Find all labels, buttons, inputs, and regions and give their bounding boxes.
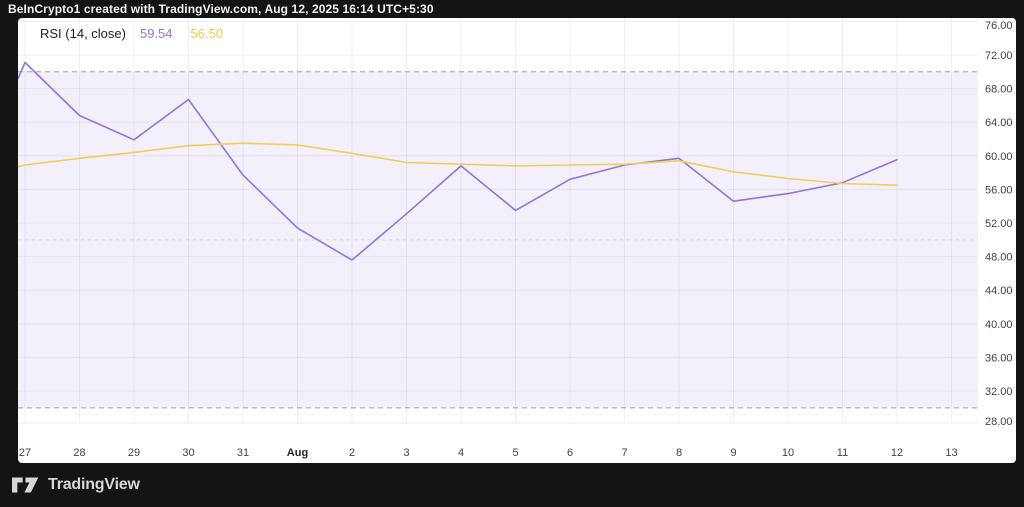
header-bar: BeInCrypto1 created with TradingView.com… [0,0,1024,18]
y-axis-label: 56.00 [985,184,1013,196]
tradingview-logo-text: TradingView [48,476,140,493]
y-axis-label: 68.00 [985,84,1013,96]
x-axis-label: 6 [567,447,573,459]
x-axis-label: 11 [837,447,848,459]
y-axis-label: 40.00 [985,319,1013,331]
price-axis[interactable] [978,18,1016,463]
rsi-ma-value: 56.50 [190,25,224,41]
y-axis-label: 48.00 [985,252,1013,264]
x-axis-label: 4 [458,447,464,459]
y-axis-label: 64.00 [985,117,1013,129]
rsi-line [18,61,898,261]
indicator-legend[interactable]: RSI (14, close) 59.54 56.50 [40,24,223,42]
y-axis-label: 28.00 [985,416,1013,428]
y-axis-label: 72.00 [985,50,1013,62]
tradingview-logo-icon [12,477,39,493]
x-axis-label: 7 [621,447,627,459]
x-axis-label: 5 [512,447,518,459]
rsi-chart[interactable]: 76.00 72.00 68.00 64.00 60.00 56.00 52.00 48.00… [18,18,1016,463]
y-axis-label: 52.00 [985,218,1013,230]
x-axis-label: 31 [237,447,249,459]
x-axis-label: Aug [287,447,308,459]
rsi-ma-line [18,142,898,186]
y-axis-label: 44.00 [985,285,1013,297]
header-title: BeInCrypto1 created with TradingView.com… [8,2,434,16]
x-axis-label: 2 [349,447,355,459]
x-axis-label: 10 [782,447,794,459]
time-axis[interactable] [18,423,978,463]
x-axis-label: 29 [128,447,140,459]
x-axis-label: 30 [182,447,194,459]
x-axis-label: 13 [945,447,957,459]
footer-bar: TradingView [0,463,1024,507]
indicator-label[interactable]: RSI (14, close) [40,25,126,41]
x-axis-label: 8 [676,447,682,459]
x-axis-label: 12 [891,447,903,459]
chart-panel[interactable]: 76.00 72.00 68.00 64.00 60.00 56.00 52.00 48.00… [18,18,1016,463]
y-axis-label: 36.00 [985,352,1013,364]
tradingview-logo[interactable]: TradingView [12,476,140,494]
y-axis-label: 76.00 [985,20,1013,32]
y-axis-label: 60.00 [985,151,1013,163]
x-axis-label: 9 [730,447,736,459]
x-axis-label: 3 [403,447,409,459]
x-axis-label: 28 [73,447,85,459]
x-axis-label: 27 [19,447,31,459]
rsi-value: 59.54 [139,25,173,41]
y-axis-label: 32.00 [985,386,1013,398]
